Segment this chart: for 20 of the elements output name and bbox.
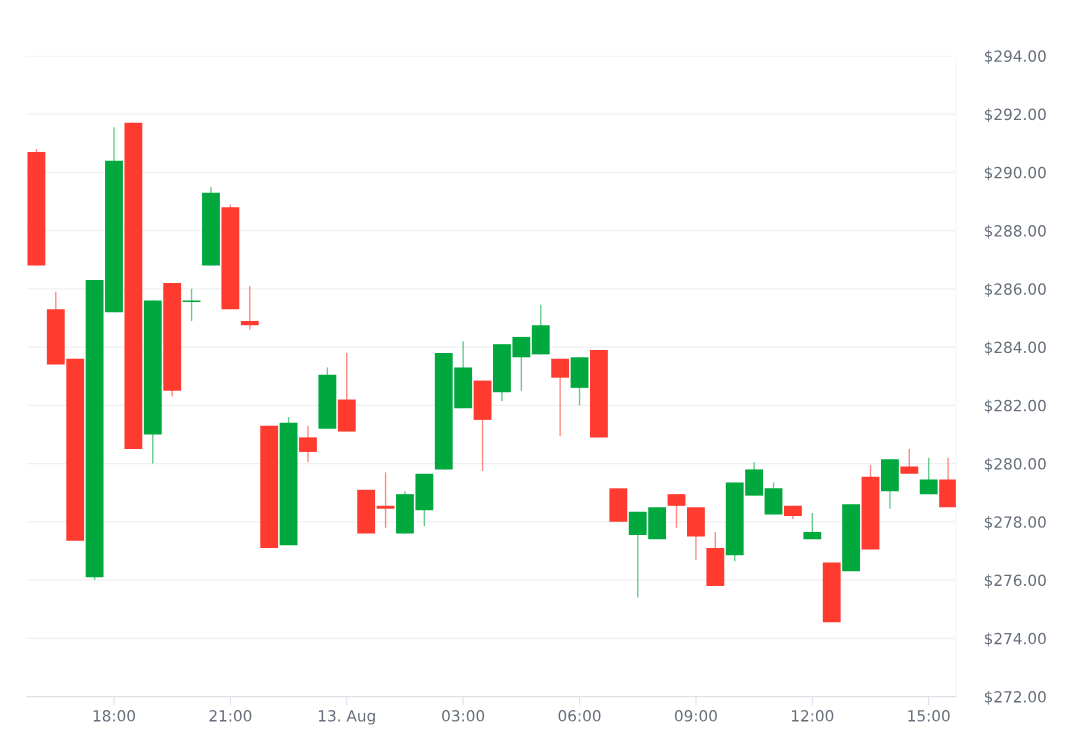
y-tick-label: $278.00 <box>984 516 1046 530</box>
y-tick-label: $290.00 <box>984 166 1046 181</box>
y-tick-label: $292.00 <box>984 108 1046 123</box>
x-tick-label: 06:00 <box>558 710 601 722</box>
y-tick-label: $280.00 <box>984 457 1046 472</box>
x-tick-label: 18:00 <box>93 710 135 722</box>
y-tick-label: $274.00 <box>984 632 1046 647</box>
y-tick-label: $276.00 <box>984 574 1046 589</box>
y-tick-label: $284.00 <box>984 341 1046 356</box>
x-tick-label: 09:00 <box>674 710 717 722</box>
y-tick-label: $294.00 <box>984 50 1046 64</box>
x-tick-label: 21:00 <box>209 710 252 722</box>
x-tick-label: 03:00 <box>442 710 485 722</box>
x-tick-label: 12:00 <box>791 710 834 722</box>
x-tick-label: 13. Aug <box>318 710 375 725</box>
y-tick-label: $282.00 <box>984 399 1046 414</box>
y-tick-label: $272.00 <box>984 690 1046 705</box>
y-tick-label: $288.00 <box>984 224 1046 239</box>
x-tick-label: 15:00 <box>908 710 950 722</box>
y-tick-label: $286.00 <box>984 283 1046 297</box>
